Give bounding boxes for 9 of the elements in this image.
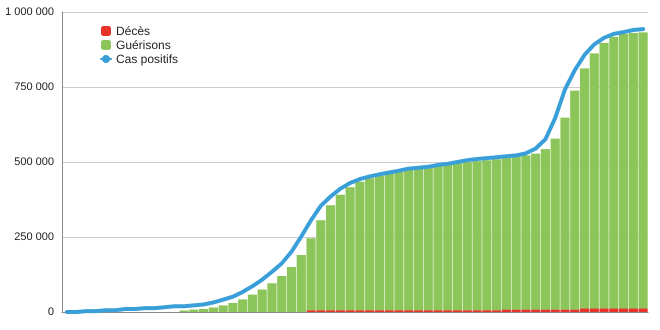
y-tick-label: 1 000 000 bbox=[5, 6, 54, 18]
legend-label: Cas positifs bbox=[116, 52, 178, 66]
legend-label: Décès bbox=[116, 24, 150, 38]
y-tick-label: 750 000 bbox=[14, 81, 54, 93]
line-series bbox=[64, 27, 646, 314]
y-tick-label: 0 bbox=[48, 306, 54, 318]
y-tick-label: 500 000 bbox=[14, 156, 54, 168]
legend-label: Guérisons bbox=[116, 38, 171, 52]
y-tick-label: 250 000 bbox=[14, 231, 54, 243]
